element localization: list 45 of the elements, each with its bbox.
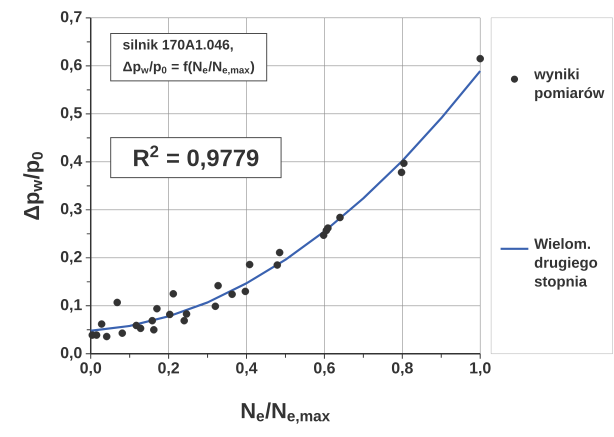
text: Δp$_{w}$/p$_{0}$ = f(N$_{e}$/N$_{e,max}$) xyxy=(123,61,254,75)
x-tick-label: 0,6 xyxy=(314,362,335,376)
point xyxy=(148,316,156,324)
point xyxy=(212,302,220,310)
y-tick-label: 0,4 xyxy=(60,155,82,169)
annotation: silnik 170A1.046, xyxy=(123,39,233,52)
point xyxy=(398,168,406,176)
point xyxy=(228,290,236,298)
point xyxy=(242,288,250,296)
point xyxy=(98,320,106,328)
point xyxy=(182,310,190,318)
x-tick-label: 1,0 xyxy=(470,362,491,376)
x-tick-label: 0,2 xyxy=(158,362,180,376)
point xyxy=(118,329,126,337)
y-tick-label: 0,3 xyxy=(60,203,82,217)
point xyxy=(150,326,158,334)
legend-label: wyniki pomiarów xyxy=(534,68,604,102)
point xyxy=(476,54,484,62)
legend-label: Wielom. drugiego stopnia xyxy=(534,238,598,290)
point xyxy=(166,310,174,318)
y-tick-label: 0,1 xyxy=(60,299,82,313)
point xyxy=(400,159,408,168)
point xyxy=(324,224,332,232)
y-tick-label: 0,5 xyxy=(60,107,82,121)
point xyxy=(170,290,178,298)
y-tick-label: 0,2 xyxy=(60,251,82,265)
point xyxy=(153,304,161,312)
point xyxy=(246,260,254,268)
y-tick-label: 0,6 xyxy=(60,59,82,73)
point xyxy=(336,214,344,222)
annotation: R$^{2}$ = 0,9779 xyxy=(134,146,258,170)
y-tick-label: 0,0 xyxy=(60,347,82,361)
point xyxy=(136,324,144,332)
y-tick-label: 0,7 xyxy=(60,11,82,25)
point xyxy=(274,261,282,269)
x-axis-title: N$_{e}$/N$_{e,max}$ xyxy=(242,402,330,424)
point xyxy=(180,316,188,324)
point xyxy=(113,298,121,306)
x-tick-label: 0,0 xyxy=(80,362,102,376)
point xyxy=(102,332,110,340)
x-tick-label: 0,4 xyxy=(236,362,258,376)
x-tick-label: 0,8 xyxy=(392,362,413,376)
point xyxy=(276,248,284,256)
y-axis-title: Δp$_{w}$/p$_{0}$ xyxy=(23,152,44,220)
point xyxy=(214,282,222,290)
